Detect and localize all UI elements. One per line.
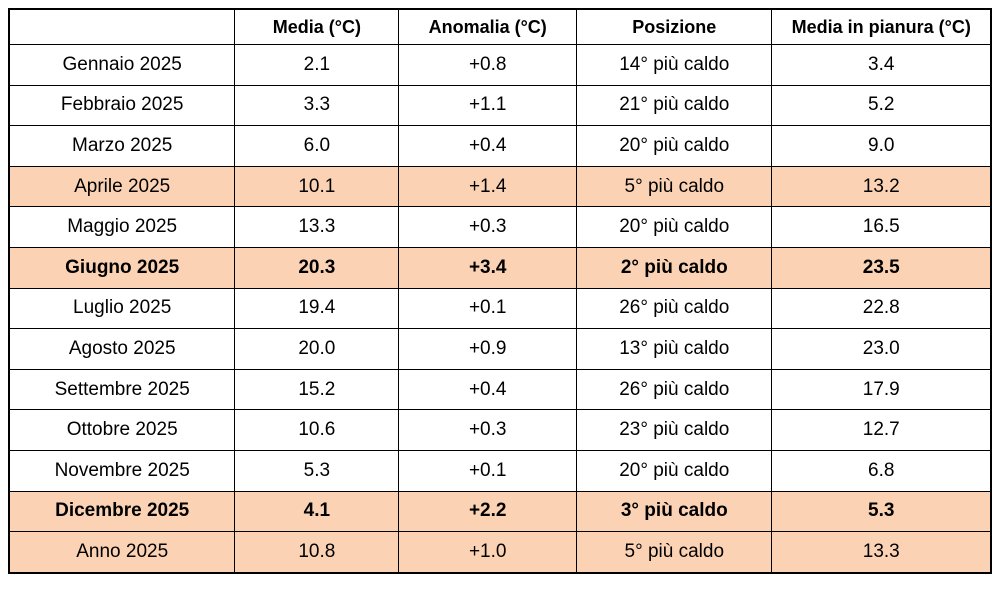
media-pianura-cell: 6.8 — [771, 449, 992, 492]
posizione-cell: 3° più caldo — [576, 490, 773, 533]
table-row: Settembre 2025 15.2 +0.4 26° più caldo 17.9 — [8, 368, 992, 411]
anomalia-cell: +0.1 — [398, 287, 578, 330]
media-pianura-cell: 16.5 — [771, 206, 992, 248]
posizione-cell: 5° più caldo — [576, 531, 773, 574]
table-header-row: Media (°C) Anomalia (°C) Posizione Media… — [8, 8, 992, 45]
anomalia-cell: +1.0 — [398, 531, 578, 574]
posizione-cell: 5° più caldo — [576, 165, 773, 208]
month-cell: Marzo 2025 — [8, 125, 236, 167]
anomalia-cell: +0.3 — [398, 206, 578, 248]
column-header-anomalia: Anomalia (°C) — [398, 8, 578, 45]
media-pianura-cell: 12.7 — [771, 409, 992, 451]
media-cell: 5.3 — [234, 449, 400, 492]
anomalia-cell: +0.1 — [398, 449, 578, 492]
media-pianura-cell: 3.4 — [771, 44, 992, 86]
month-cell: Aprile 2025 — [8, 165, 236, 208]
media-pianura-cell: 9.0 — [771, 125, 992, 167]
posizione-cell: 21° più caldo — [576, 84, 773, 127]
table-body: Gennaio 2025 2.1 +0.8 14° più caldo 3.4 Febbr… — [8, 44, 992, 574]
anomalia-cell: +3.4 — [398, 246, 578, 289]
media-pianura-cell: 13.2 — [771, 165, 992, 208]
posizione-cell: 20° più caldo — [576, 206, 773, 248]
media-cell: 3.3 — [234, 84, 400, 127]
anomalia-cell: +0.3 — [398, 409, 578, 451]
month-cell: Luglio 2025 — [8, 287, 236, 330]
media-pianura-cell: 5.2 — [771, 84, 992, 127]
table-row: Anno 2025 10.8 +1.0 5° più caldo 13.3 — [8, 531, 992, 574]
month-cell: Giugno 2025 — [8, 246, 236, 289]
anomalia-cell: +1.1 — [398, 84, 578, 127]
table-row: Dicembre 2025 4.1 +2.2 3° più caldo 5.3 — [8, 490, 992, 533]
anomalia-cell: +0.8 — [398, 44, 578, 86]
posizione-cell: 2° più caldo — [576, 246, 773, 289]
month-cell: Agosto 2025 — [8, 328, 236, 370]
monthly-temperature-table: Media (°C) Anomalia (°C) Posizione Media… — [8, 8, 992, 574]
media-pianura-cell: 13.3 — [771, 531, 992, 574]
month-cell: Febbraio 2025 — [8, 84, 236, 127]
posizione-cell: 13° più caldo — [576, 328, 773, 370]
table-row: Ottobre 2025 10.6 +0.3 23° più caldo 12.7 — [8, 409, 992, 451]
month-cell: Ottobre 2025 — [8, 409, 236, 451]
media-cell: 2.1 — [234, 44, 400, 86]
table-row: Giugno 2025 20.3 +3.4 2° più caldo 23.5 — [8, 246, 992, 289]
table-row: Luglio 2025 19.4 +0.1 26° più caldo 22.8 — [8, 287, 992, 330]
table-row: Gennaio 2025 2.1 +0.8 14° più caldo 3.4 — [8, 44, 992, 86]
month-cell: Anno 2025 — [8, 531, 236, 574]
posizione-cell: 14° più caldo — [576, 44, 773, 86]
media-cell: 4.1 — [234, 490, 400, 533]
anomalia-cell: +2.2 — [398, 490, 578, 533]
media-pianura-cell: 23.5 — [771, 246, 992, 289]
media-cell: 10.6 — [234, 409, 400, 451]
anomalia-cell: +1.4 — [398, 165, 578, 208]
month-cell: Settembre 2025 — [8, 368, 236, 411]
month-cell: Maggio 2025 — [8, 206, 236, 248]
media-pianura-cell: 23.0 — [771, 328, 992, 370]
posizione-cell: 23° più caldo — [576, 409, 773, 451]
table-row: Maggio 2025 13.3 +0.3 20° più caldo 16.5 — [8, 206, 992, 248]
month-cell: Gennaio 2025 — [8, 44, 236, 86]
anomalia-cell: +0.9 — [398, 328, 578, 370]
media-cell: 20.3 — [234, 246, 400, 289]
table-row: Aprile 2025 10.1 +1.4 5° più caldo 13.2 — [8, 165, 992, 208]
table-row: Febbraio 2025 3.3 +1.1 21° più caldo 5.2 — [8, 84, 992, 127]
month-cell: Dicembre 2025 — [8, 490, 236, 533]
media-cell: 19.4 — [234, 287, 400, 330]
media-cell: 10.1 — [234, 165, 400, 208]
posizione-cell: 26° più caldo — [576, 287, 773, 330]
month-cell: Novembre 2025 — [8, 449, 236, 492]
posizione-cell: 20° più caldo — [576, 125, 773, 167]
media-cell: 20.0 — [234, 328, 400, 370]
media-pianura-cell: 22.8 — [771, 287, 992, 330]
posizione-cell: 26° più caldo — [576, 368, 773, 411]
column-header-month — [8, 8, 236, 45]
table-row: Agosto 2025 20.0 +0.9 13° più caldo 23.0 — [8, 328, 992, 370]
column-header-media: Media (°C) — [234, 8, 400, 45]
media-cell: 10.8 — [234, 531, 400, 574]
posizione-cell: 20° più caldo — [576, 449, 773, 492]
table-row: Marzo 2025 6.0 +0.4 20° più caldo 9.0 — [8, 125, 992, 167]
anomalia-cell: +0.4 — [398, 368, 578, 411]
column-header-media-pianura: Media in pianura (°C) — [771, 8, 992, 45]
table-row: Novembre 2025 5.3 +0.1 20° più caldo 6.8 — [8, 449, 992, 492]
column-header-posizione: Posizione — [576, 8, 773, 45]
media-cell: 15.2 — [234, 368, 400, 411]
anomalia-cell: +0.4 — [398, 125, 578, 167]
media-cell: 6.0 — [234, 125, 400, 167]
media-pianura-cell: 17.9 — [771, 368, 992, 411]
media-pianura-cell: 5.3 — [771, 490, 992, 533]
media-cell: 13.3 — [234, 206, 400, 248]
